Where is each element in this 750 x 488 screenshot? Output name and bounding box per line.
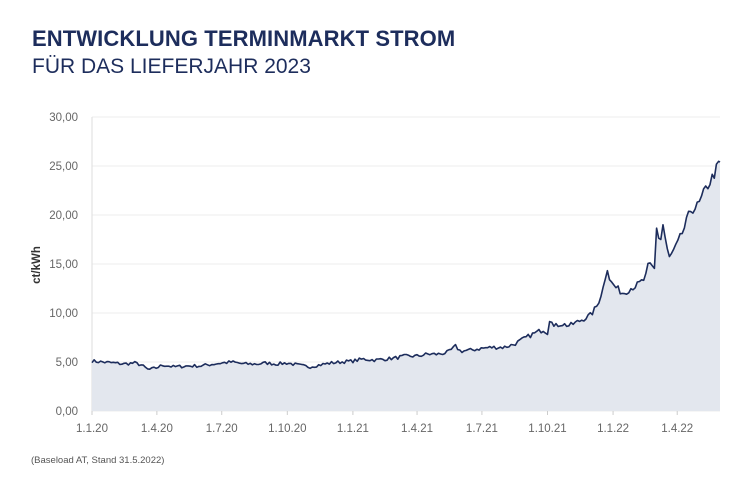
footnote: (Baseload AT, Stand 31.5.2022): [31, 455, 165, 466]
y-tick-label: 0,00: [56, 406, 78, 418]
x-tick-label: 1.7.21: [466, 423, 498, 435]
x-tick-label: 1.10.21: [528, 423, 566, 435]
chart-title: ENTWICKLUNG TERMINMARKT STROM: [32, 26, 456, 51]
x-tick-label: 1.4.21: [401, 423, 433, 435]
x-tick-label: 1.7.20: [206, 423, 238, 435]
x-tick-label: 1.4.20: [141, 423, 173, 435]
series-area: [92, 161, 720, 411]
x-tick-label: 1.4.22: [661, 423, 693, 435]
y-tick-label: 25,00: [49, 161, 78, 173]
x-tick-label: 1.10.20: [268, 423, 306, 435]
y-tick-label: 30,00: [49, 112, 78, 124]
series-line: [91, 160, 721, 370]
y-tick-label: 5,00: [56, 357, 78, 369]
x-tick-label: 1.1.22: [597, 423, 629, 435]
chart-subtitle: FÜR DAS LIEFERJAHR 2023: [32, 55, 311, 78]
y-tick-label: 20,00: [49, 210, 78, 222]
y-tick-label: 15,00: [49, 259, 78, 271]
y-tick-label: 10,00: [49, 308, 78, 320]
x-tick-label: 1.1.20: [76, 423, 108, 435]
x-axis-ticks: 1.1.20 1.4.20 1.7.20 1.10.20 1.1.21 1.4.21 1.7…: [76, 411, 693, 435]
y-axis-label: ct/kWh: [31, 246, 43, 284]
x-tick-label: 1.1.21: [337, 423, 369, 435]
y-axis-ticks: 0,00 5,00 10,00 15,00 20,00 25,00 30,00: [49, 112, 78, 418]
